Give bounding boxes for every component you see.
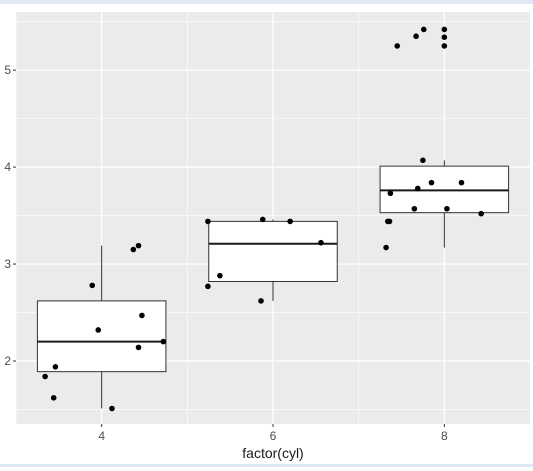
data-point [414, 185, 421, 192]
data-point [386, 218, 393, 225]
data-point [411, 205, 418, 212]
data-point [50, 395, 57, 401]
x-axis-title: factor(cyl) [242, 445, 303, 461]
data-point [478, 210, 484, 217]
data-point [458, 179, 465, 186]
data-point [287, 218, 293, 225]
data-point [52, 364, 59, 370]
data-point [130, 246, 137, 253]
data-point [259, 216, 266, 223]
points-layer [42, 26, 484, 412]
data-point [205, 218, 211, 225]
data-point [95, 327, 102, 333]
data-point [441, 43, 448, 49]
data-point [217, 272, 223, 279]
data-point [420, 26, 427, 33]
data-point [387, 190, 394, 197]
data-point [441, 34, 448, 41]
data-point [135, 242, 142, 249]
data-point [139, 312, 145, 319]
boxes-layer [36, 160, 510, 409]
data-point [205, 283, 211, 290]
x-tick-label: 4 [98, 429, 105, 443]
boxplot-chart: 2 3 4 5 4 6 8 factor(cyl) [4, 12, 531, 461]
data-point [413, 33, 419, 40]
data-point [441, 26, 448, 33]
y-axis: 2 3 4 5 [4, 63, 16, 368]
y-tick-label: 5 [4, 63, 11, 77]
y-tick-label: 3 [4, 257, 11, 271]
data-point [109, 405, 115, 412]
x-tick-label: 8 [441, 429, 448, 443]
data-point [135, 344, 142, 351]
data-point [42, 373, 48, 380]
y-tick-label: 2 [4, 354, 11, 368]
box-4 [36, 245, 167, 409]
box-8 [379, 160, 510, 248]
data-point [428, 179, 435, 186]
data-point [258, 298, 264, 304]
data-point [160, 338, 167, 345]
x-axis: 4 6 8 [98, 424, 448, 443]
data-point [318, 239, 324, 246]
x-tick-label: 6 [270, 429, 277, 443]
data-point [89, 282, 96, 289]
data-point [420, 157, 426, 164]
data-point [444, 205, 450, 212]
box-body [208, 220, 338, 282]
data-point [383, 244, 389, 251]
y-tick-label: 4 [4, 160, 11, 174]
box-6 [208, 219, 338, 301]
data-point [394, 43, 401, 49]
box-body [36, 300, 167, 373]
